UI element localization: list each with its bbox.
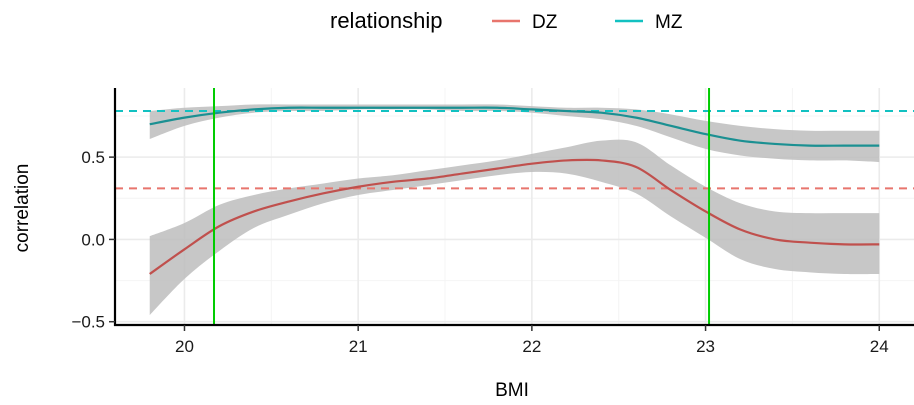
x-tick-label: 21	[349, 337, 368, 356]
y-tick-label: −0.5	[71, 313, 105, 332]
legend-label-dz: DZ	[532, 12, 558, 33]
legend-title: relationship	[330, 8, 443, 33]
confidence-band-mz	[149, 104, 880, 163]
x-tick-label: 23	[696, 337, 715, 356]
y-tick-label: 0.5	[81, 148, 105, 167]
legend-label-mz: MZ	[655, 12, 683, 33]
x-tick-label: 22	[522, 337, 541, 356]
plot-area: 20 21 22 23 24 −0.5 0.0 0.5	[71, 88, 914, 356]
series-line-mz	[149, 106, 880, 147]
confidence-band-dz	[149, 139, 880, 316]
y-axis-title: correlation	[12, 164, 33, 253]
x-tick-label: 24	[870, 337, 889, 356]
x-tick-label: 20	[175, 337, 194, 356]
series-line-dz	[149, 158, 880, 275]
x-axis-title: BMI	[495, 380, 529, 401]
legend: relationship DZ MZ	[330, 8, 683, 33]
y-tick-label: 0.0	[81, 230, 105, 249]
